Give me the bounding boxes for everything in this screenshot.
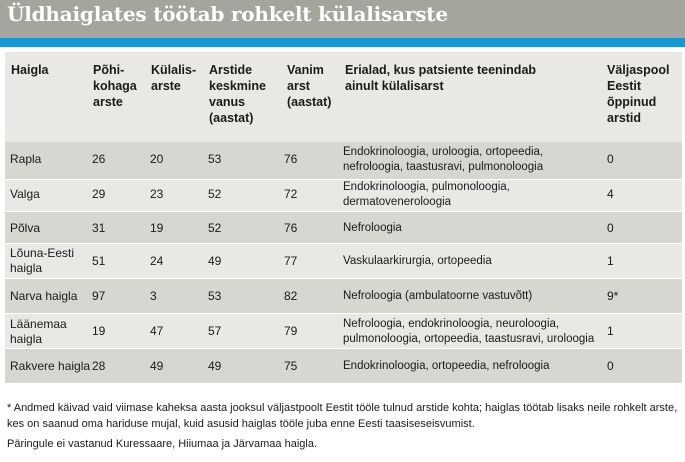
cell-age: 57 [208,324,222,338]
cell-hospital: Rakvere haigla [10,359,91,373]
cell-age: 53 [208,289,222,303]
cell-guest: 23 [150,187,164,201]
table-row: Põlva 31 19 52 76 Nefroloogia 0 [5,212,682,244]
cell-guest: 3 [150,289,157,303]
table-header-row: Haigla Põhi- kohaga arste Külalis- arste… [0,62,685,142]
cell-guest: 47 [150,324,164,338]
row-divider [5,243,682,244]
cell-hospital: Valga [10,187,40,201]
cell-guest: 19 [150,221,164,235]
table-row: Läänemaa haigla 19 47 57 79 Nefroloogia,… [5,314,682,349]
cell-specialties: Endokrinoloogia, pulmonoloogia, dermatov… [343,181,510,208]
cell-specialties: Endokrinoloogia, ortopeedia, nefroloogia [343,360,550,372]
cell-age: 49 [208,254,222,268]
row-divider [5,179,682,180]
table-row: Rakvere haigla 28 49 49 75 Endokrinoloog… [5,349,682,383]
table-row: Rapla 26 20 53 76 Endokrinoloogia, urolo… [5,142,682,180]
cell-age: 52 [208,187,222,201]
row-divider [5,313,682,314]
cell-specialties: Nefroloogia (ambulatoorne vastuvõtt) [343,290,533,302]
cell-guest: 24 [150,254,164,268]
cell-hospital: Narva haigla [10,289,78,303]
cell-specialties: Nefroloogia [343,222,402,234]
header-primary-doctors: Põhi- kohaga arste [93,63,137,109]
cell-abroad: 0 [607,359,614,373]
cell-hospital: Lõuna-Eesti haigla [10,246,75,275]
cell-specialties: Endokrinoloogia, uroloogia, ortopeedia, … [343,146,544,173]
cell-specialties: Vaskulaarkirurgia, ortopeedia [343,255,492,267]
cell-oldest: 76 [284,152,298,166]
cell-primary: 31 [92,221,106,235]
non-respondents-note: Päringule ei vastanud Kuressaare, Hiiuma… [7,438,318,450]
cell-age: 52 [208,221,222,235]
header-average-age: Arstide keskmine vanus (aastat) [209,63,266,125]
cell-oldest: 82 [284,289,298,303]
cell-oldest: 76 [284,221,298,235]
cell-abroad: 1 [607,324,614,338]
header-abroad-trained: Väljaspool Eestit õppinud arstid [607,63,670,125]
cell-primary: 29 [92,187,106,201]
cell-primary: 19 [92,324,106,338]
cell-primary: 97 [92,289,106,303]
table-row: Valga 29 23 52 72 Endokrinoloogia, pulmo… [5,180,682,212]
cell-hospital: Rapla [10,152,42,166]
title-bar: Üldhaiglates töötab rohkelt külalisarste [0,0,685,38]
page-title: Üldhaiglates töötab rohkelt külalisarste [7,2,448,26]
header-hospital: Haigla [11,63,49,77]
cell-oldest: 75 [284,359,298,373]
header-oldest-doctor: Vanim arst (aastat) [287,63,332,109]
cell-oldest: 72 [284,187,298,201]
cell-specialties: Nefroloogia, endokrinoloogia, neuroloogi… [343,318,595,345]
cell-abroad: 4 [607,187,614,201]
cell-primary: 28 [92,359,106,373]
row-divider [5,348,682,349]
cell-oldest: 77 [284,254,298,268]
cell-abroad: 0 [607,152,614,166]
cell-hospital: Läänemaa haigla [10,317,67,346]
table-row: Lõuna-Eesti haigla 51 24 49 77 Vaskulaar… [5,244,682,279]
footnote: * Andmed käivad vaid viimase kaheksa aas… [7,402,678,430]
header-specialties: Erialad, kus patsiente teenindab ainult … [345,63,537,93]
cell-age: 49 [208,359,222,373]
cell-guest: 20 [150,152,164,166]
cell-primary: 26 [92,152,106,166]
row-divider [5,278,682,279]
cell-abroad: 1 [607,254,614,268]
accent-stripe [0,38,685,47]
cell-primary: 51 [92,254,106,268]
cell-hospital: Põlva [10,221,41,235]
cell-oldest: 79 [284,324,298,338]
cell-abroad: 9* [607,289,619,303]
cell-guest: 49 [150,359,164,373]
table-row: Narva haigla 97 3 53 82 Nefroloogia (amb… [5,279,682,314]
row-divider [5,211,682,212]
header-guest-doctors: Külalis- arste [151,63,197,93]
cell-age: 53 [208,152,222,166]
cell-abroad: 0 [607,221,614,235]
